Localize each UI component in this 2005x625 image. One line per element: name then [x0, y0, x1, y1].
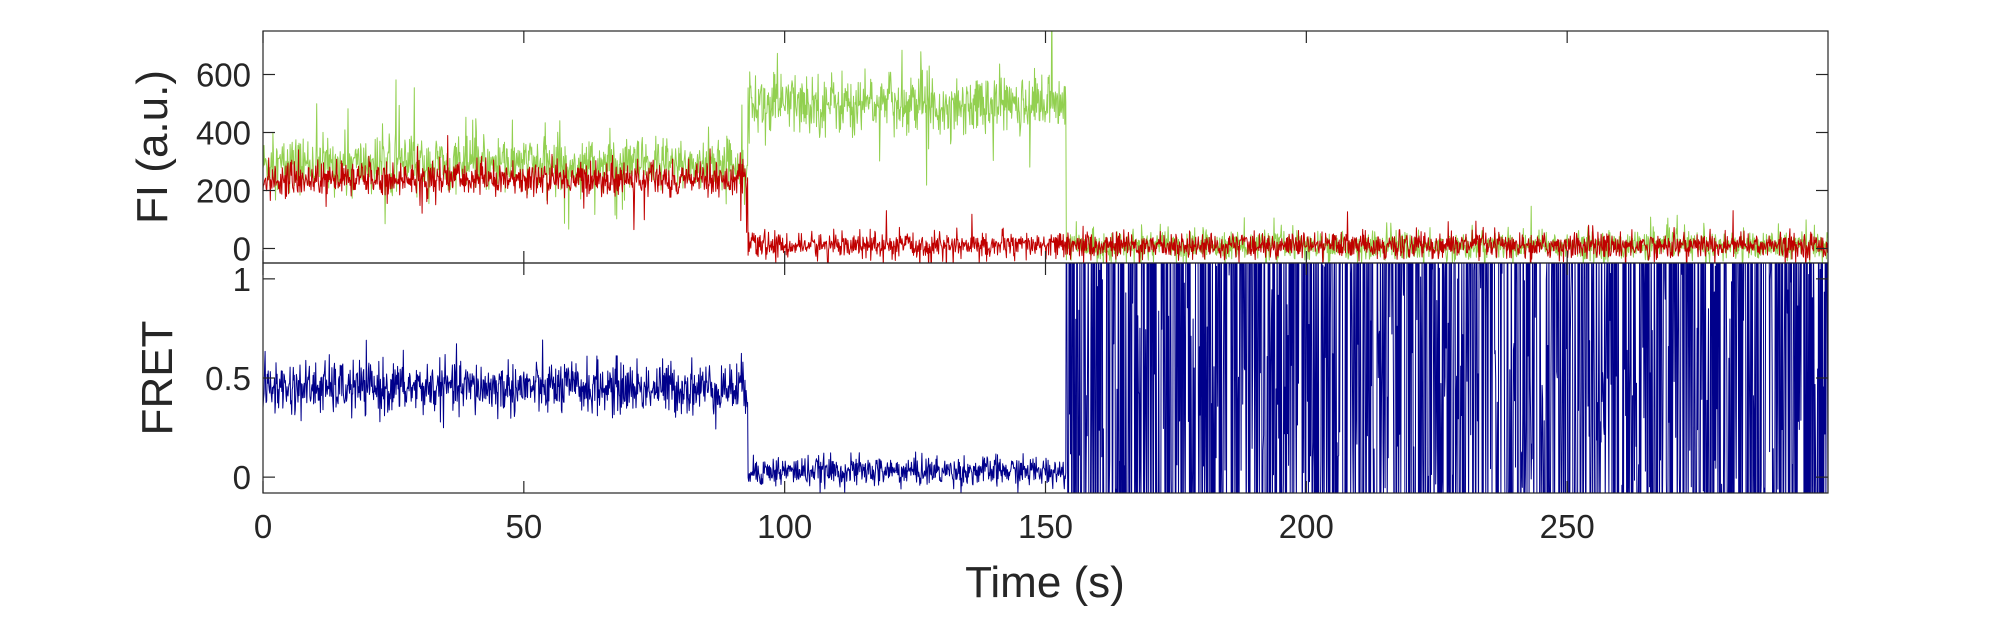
top-y-axis-label: FI (a.u.) [128, 70, 177, 224]
x-tick-label: 250 [1540, 508, 1595, 545]
x-tick-label: 50 [505, 508, 542, 545]
x-axis-label: Time (s) [965, 558, 1125, 607]
bottom-y-axis-label: FRET [133, 321, 182, 436]
top-panel: 0 200 400 600 FI (a.u.) [128, 30, 1829, 268]
top-y-tick-label: 600 [196, 57, 251, 94]
x-tick-label: 200 [1279, 508, 1334, 545]
x-tick-label: 150 [1018, 508, 1073, 545]
bottom-y-tick-label: 1 [233, 261, 251, 298]
x-tick-label: 100 [757, 508, 812, 545]
bottom-traces [263, 263, 1828, 493]
top-ticks: 0 200 400 600 [196, 31, 1828, 268]
bottom-ticks: 0 0.5 1 0 50 100 150 200 250 [205, 261, 1828, 545]
top-traces [263, 31, 1828, 263]
acceptor-red-trace [263, 135, 1828, 263]
x-tick-label: 0 [254, 508, 272, 545]
bottom-panel: 0 0.5 1 0 50 100 150 200 250 FRET Time (s) [133, 261, 1829, 607]
top-y-tick-label: 0 [233, 231, 251, 268]
donor-green-trace [263, 31, 1828, 263]
fret-trace [263, 263, 1828, 493]
top-y-tick-label: 200 [196, 173, 251, 210]
bottom-y-tick-label: 0.5 [205, 360, 251, 397]
bottom-plot-area [263, 263, 1828, 493]
bottom-y-tick-label: 0 [233, 459, 251, 496]
top-plot-area [263, 31, 1828, 263]
top-y-tick-label: 400 [196, 115, 251, 152]
